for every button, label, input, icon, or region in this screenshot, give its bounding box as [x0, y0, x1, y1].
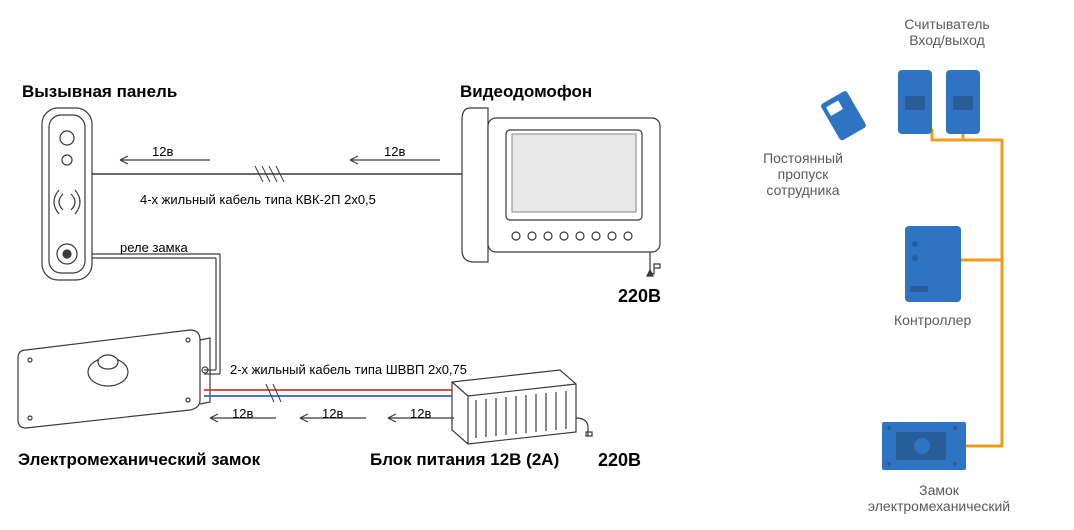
right-lock-icon — [882, 422, 966, 470]
right-lock-label: Замок электромеханический — [854, 482, 1024, 514]
pass-label: Постоянный пропуск сотрудника — [748, 150, 858, 198]
card-icon — [820, 90, 867, 141]
reader-1 — [898, 70, 932, 134]
reader-2 — [946, 70, 980, 134]
reader-label: Считыватель Вход/выход — [892, 16, 1002, 48]
right-block-diagram — [0, 0, 1074, 530]
controller-icon — [905, 226, 961, 302]
controller-label: Контроллер — [894, 312, 971, 328]
